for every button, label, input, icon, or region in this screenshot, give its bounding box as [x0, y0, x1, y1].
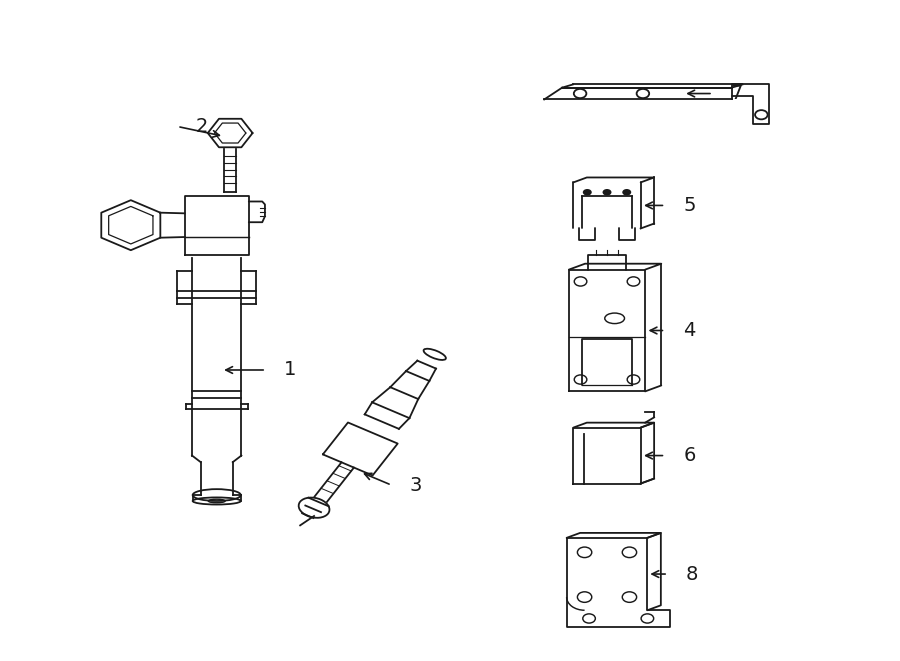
Circle shape	[583, 189, 592, 196]
Circle shape	[602, 189, 611, 196]
Text: 3: 3	[410, 476, 422, 494]
Text: 2: 2	[195, 117, 208, 136]
Text: 5: 5	[683, 196, 696, 215]
Text: 4: 4	[683, 321, 696, 340]
Circle shape	[622, 189, 631, 196]
Text: 6: 6	[683, 446, 696, 465]
Text: 1: 1	[284, 360, 296, 379]
Text: 7: 7	[731, 84, 743, 103]
Text: 8: 8	[686, 564, 698, 584]
